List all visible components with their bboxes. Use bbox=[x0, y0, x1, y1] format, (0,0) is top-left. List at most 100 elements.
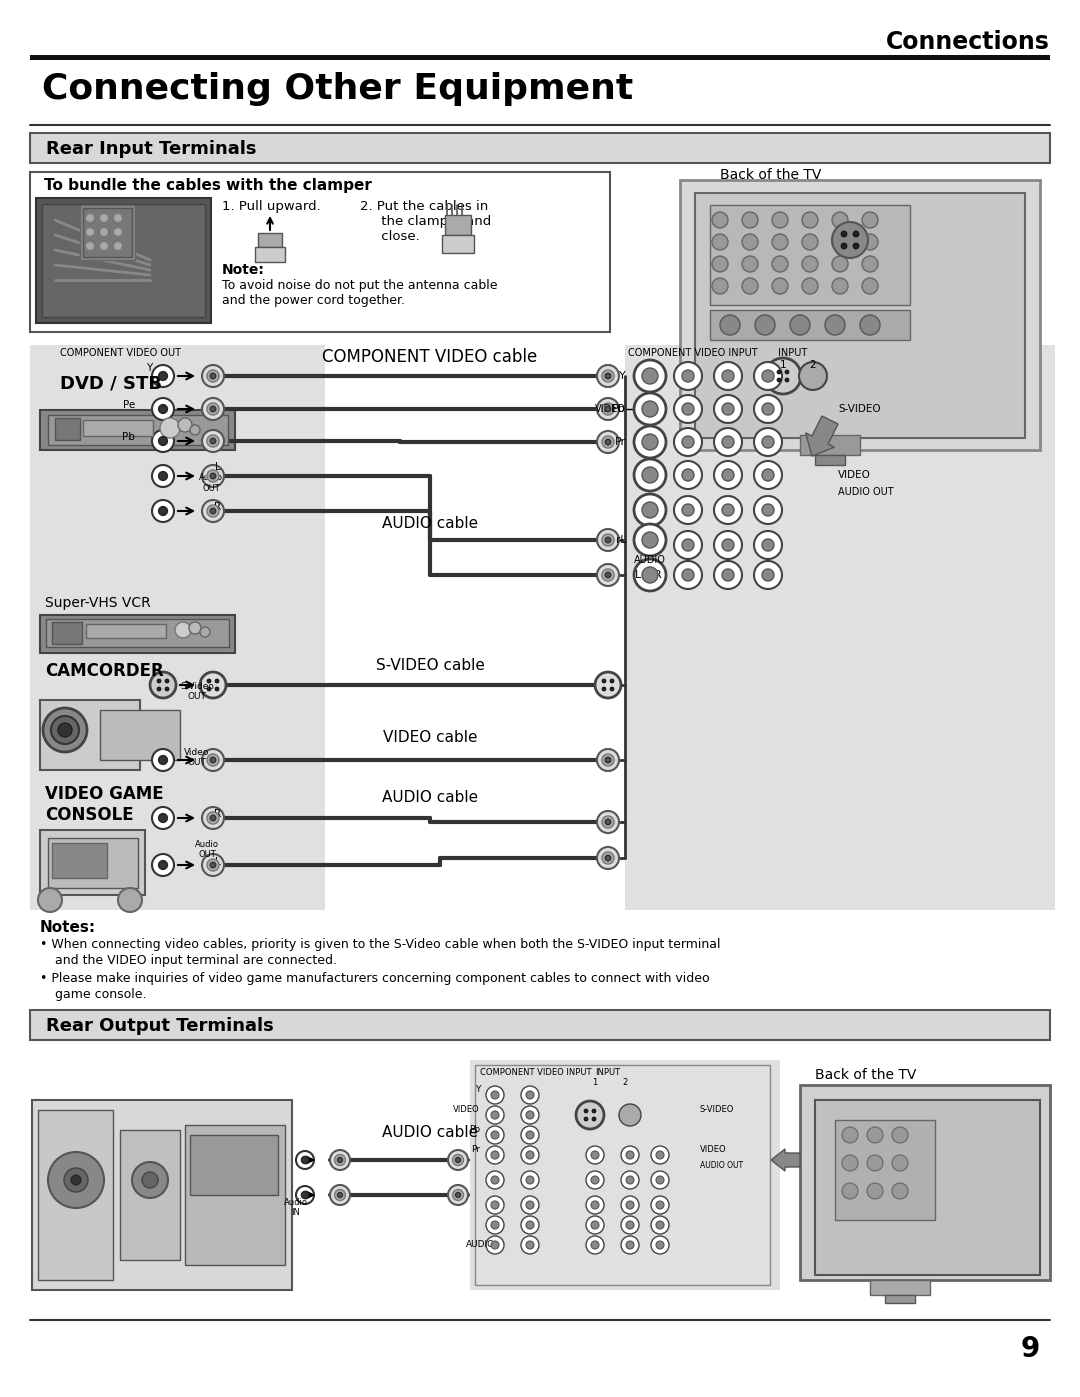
Bar bbox=[32, 1099, 292, 1289]
Circle shape bbox=[597, 432, 619, 453]
Circle shape bbox=[86, 242, 94, 250]
Circle shape bbox=[634, 495, 666, 527]
Bar bbox=[625, 345, 1055, 909]
Circle shape bbox=[491, 1176, 499, 1185]
Circle shape bbox=[521, 1106, 539, 1125]
Circle shape bbox=[785, 370, 789, 374]
Circle shape bbox=[656, 1176, 664, 1185]
Circle shape bbox=[175, 622, 191, 638]
Circle shape bbox=[202, 749, 224, 771]
Circle shape bbox=[211, 439, 216, 444]
Bar bbox=[30, 1010, 1050, 1039]
Circle shape bbox=[626, 1176, 634, 1185]
Circle shape bbox=[207, 859, 219, 872]
Circle shape bbox=[159, 372, 167, 380]
Circle shape bbox=[634, 524, 666, 556]
Circle shape bbox=[486, 1236, 504, 1255]
Circle shape bbox=[597, 365, 619, 387]
Circle shape bbox=[526, 1111, 534, 1119]
Circle shape bbox=[765, 358, 801, 394]
Circle shape bbox=[621, 1146, 639, 1164]
Bar bbox=[815, 455, 845, 465]
Circle shape bbox=[634, 426, 666, 458]
Text: and the VIDEO input terminal are connected.: and the VIDEO input terminal are connect… bbox=[55, 954, 337, 967]
Circle shape bbox=[211, 407, 216, 412]
Circle shape bbox=[892, 1155, 908, 1171]
Circle shape bbox=[51, 717, 79, 745]
Circle shape bbox=[586, 1146, 604, 1164]
Circle shape bbox=[714, 531, 742, 559]
Circle shape bbox=[634, 460, 666, 490]
Circle shape bbox=[605, 819, 611, 824]
Circle shape bbox=[207, 402, 219, 415]
Circle shape bbox=[867, 1155, 883, 1171]
Circle shape bbox=[118, 888, 141, 912]
Circle shape bbox=[772, 256, 788, 272]
Circle shape bbox=[754, 427, 782, 455]
Circle shape bbox=[526, 1091, 534, 1099]
Circle shape bbox=[189, 622, 201, 634]
Circle shape bbox=[160, 418, 180, 439]
Circle shape bbox=[712, 278, 728, 293]
Text: Audio: Audio bbox=[195, 840, 219, 849]
Bar bbox=[258, 233, 282, 247]
Circle shape bbox=[742, 212, 758, 228]
Circle shape bbox=[591, 1241, 599, 1249]
Circle shape bbox=[486, 1146, 504, 1164]
Bar bbox=[48, 838, 138, 888]
Circle shape bbox=[207, 679, 211, 683]
Circle shape bbox=[159, 813, 167, 823]
Text: AUDIO: AUDIO bbox=[465, 1241, 495, 1249]
Circle shape bbox=[772, 235, 788, 250]
Circle shape bbox=[159, 472, 167, 481]
Circle shape bbox=[597, 564, 619, 585]
Circle shape bbox=[595, 672, 621, 698]
Circle shape bbox=[777, 370, 781, 374]
Circle shape bbox=[597, 812, 619, 833]
Bar bbox=[83, 208, 132, 257]
Text: Back of the TV: Back of the TV bbox=[720, 168, 822, 182]
Circle shape bbox=[755, 314, 775, 335]
Text: Pe: Pe bbox=[123, 400, 135, 409]
Text: Super-VHS VCR: Super-VHS VCR bbox=[45, 597, 151, 610]
Circle shape bbox=[491, 1201, 499, 1208]
Circle shape bbox=[802, 256, 818, 272]
Circle shape bbox=[642, 434, 658, 450]
Circle shape bbox=[681, 370, 694, 381]
Circle shape bbox=[591, 1201, 599, 1208]
Circle shape bbox=[605, 439, 611, 444]
Text: 2: 2 bbox=[622, 1078, 627, 1087]
Circle shape bbox=[762, 469, 774, 481]
Circle shape bbox=[681, 436, 694, 448]
Text: Y: Y bbox=[619, 372, 626, 381]
Bar bbox=[30, 54, 1050, 60]
Circle shape bbox=[602, 679, 606, 683]
Text: To avoid noise do not put the antenna cable
and the power cord together.: To avoid noise do not put the antenna ca… bbox=[222, 279, 498, 307]
Circle shape bbox=[605, 373, 611, 379]
Text: Rear Output Terminals: Rear Output Terminals bbox=[46, 1017, 273, 1035]
Circle shape bbox=[723, 569, 734, 581]
Circle shape bbox=[448, 1185, 468, 1206]
Circle shape bbox=[712, 235, 728, 250]
Circle shape bbox=[486, 1196, 504, 1214]
Circle shape bbox=[610, 687, 615, 692]
Circle shape bbox=[862, 212, 878, 228]
Circle shape bbox=[605, 407, 611, 412]
Circle shape bbox=[152, 807, 174, 828]
Circle shape bbox=[754, 395, 782, 423]
Text: Pr: Pr bbox=[471, 1146, 480, 1154]
Circle shape bbox=[674, 427, 702, 455]
Circle shape bbox=[597, 749, 619, 771]
Bar bbox=[46, 619, 229, 647]
Circle shape bbox=[602, 754, 615, 766]
Circle shape bbox=[642, 367, 658, 384]
Circle shape bbox=[152, 430, 174, 453]
Circle shape bbox=[526, 1176, 534, 1185]
Circle shape bbox=[723, 539, 734, 550]
Circle shape bbox=[71, 1175, 81, 1185]
Circle shape bbox=[456, 1193, 460, 1197]
Circle shape bbox=[602, 402, 615, 415]
Circle shape bbox=[159, 405, 167, 414]
Text: 2: 2 bbox=[810, 360, 816, 370]
Circle shape bbox=[586, 1236, 604, 1255]
